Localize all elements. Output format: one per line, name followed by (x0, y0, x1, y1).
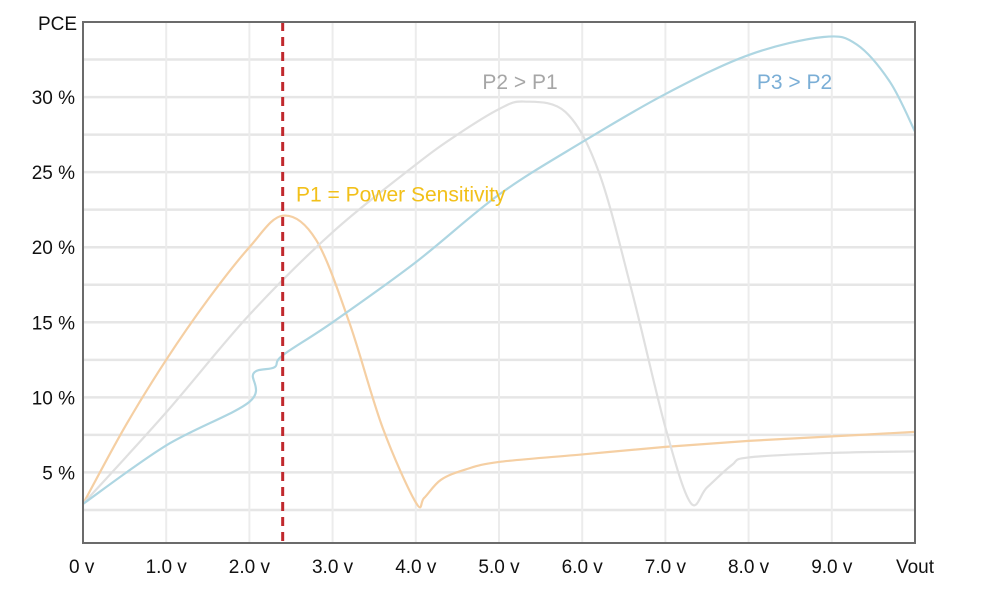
annotation-label: P1 = Power Sensitivity (296, 184, 506, 207)
x-tick-label: 9.0 v (811, 557, 853, 578)
y-tick-label: 30 % (32, 88, 75, 109)
y-tick-label: 5 % (42, 463, 75, 484)
x-tick-label: 4.0 v (395, 557, 437, 578)
x-tick-label: 6.0 v (562, 557, 604, 578)
x-tick-label: 2.0 v (229, 557, 271, 578)
y-axis-title: PCE (38, 14, 77, 35)
x-axis-ticks: 0 v 1.0 v 2.0 v 3.0 v 4.0 v 5.0 v 6.0 v 7.0 v 8.… (69, 557, 935, 578)
annotation-label: P2 > P1 (482, 71, 557, 94)
series-group (82, 35, 916, 509)
series-line-p1 (82, 214, 916, 509)
x-tick-label: 1.0 v (146, 557, 188, 578)
x-tick-label: 7.0 v (645, 557, 687, 578)
plot-frame (82, 21, 916, 544)
grid (83, 22, 915, 543)
x-tick-label: Vout (896, 557, 935, 578)
x-tick-label: 8.0 v (728, 557, 770, 578)
annotation-label: P3 > P2 (757, 71, 832, 94)
y-tick-label: 25 % (32, 163, 75, 184)
y-tick-label: 15 % (32, 313, 75, 334)
x-tick-label: 3.0 v (312, 557, 354, 578)
series-line-p3 (82, 35, 916, 505)
x-tick-label: 5.0 v (478, 557, 520, 578)
series-line-p2 (82, 100, 916, 507)
y-tick-label: 10 % (32, 388, 75, 409)
y-tick-label: 20 % (32, 238, 75, 259)
x-tick-label: 0 v (69, 557, 95, 578)
y-axis-ticks: 5 % 10 % 15 % 20 % 25 % 30 % (32, 88, 75, 484)
annotations: P1 = Power Sensitivity P2 > P1 P3 > P2 (296, 71, 832, 207)
